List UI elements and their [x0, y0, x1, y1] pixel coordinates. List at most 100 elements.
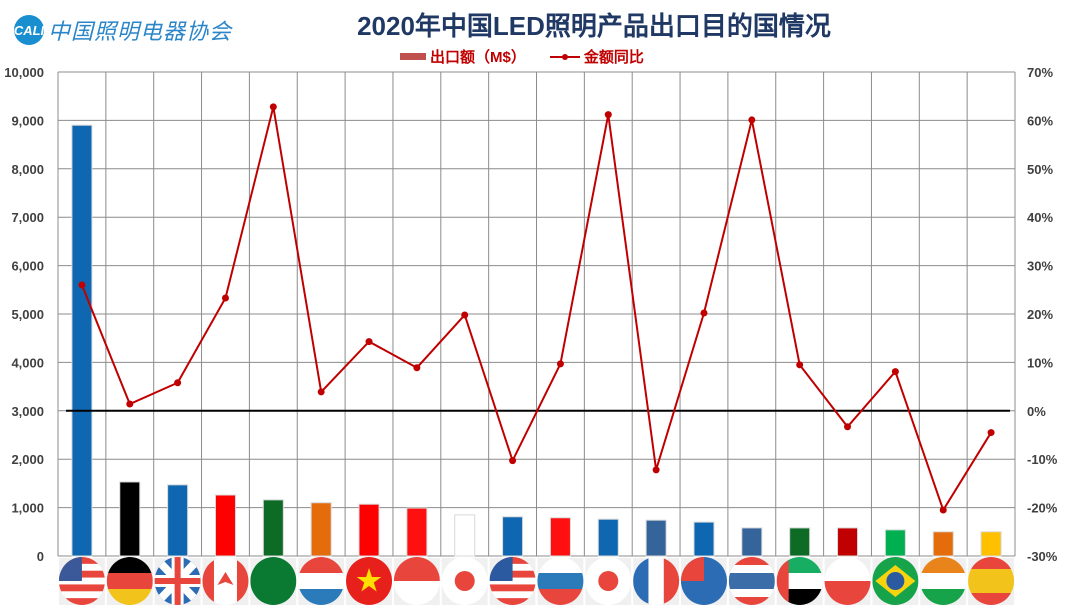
flag-part [728, 565, 775, 574]
bar [645, 519, 667, 557]
line-point [509, 457, 517, 465]
y-left-tick-label: 1,000 [11, 501, 44, 516]
bar [741, 527, 763, 557]
y-right-tick-label: -30% [1027, 549, 1058, 564]
flag-part [728, 581, 775, 590]
flag-part [58, 584, 105, 592]
flag-part [106, 573, 153, 590]
flag-part [489, 598, 536, 605]
bar [597, 518, 619, 557]
bar [502, 516, 524, 557]
y-right-tick-label: 40% [1027, 210, 1053, 225]
chart-title: 2020年中国LED照明产品出口目的国情况 [357, 11, 831, 41]
y-right-tick-label: 10% [1027, 355, 1053, 370]
flag-part [728, 597, 775, 605]
line-point [652, 466, 660, 474]
line-point [748, 116, 756, 124]
flag-part [489, 591, 536, 599]
y-left-tick-label: 8,000 [11, 162, 44, 177]
flag-canada-icon [202, 557, 249, 605]
bar [167, 484, 189, 557]
bar [693, 521, 715, 557]
legend-swatch-bar [400, 53, 426, 60]
legend-item-bar[interactable]: 出口额（M$） [400, 46, 526, 67]
y-right-tick-label: -10% [1027, 452, 1058, 467]
flag-part [537, 573, 584, 590]
y-right-tick-label: 60% [1027, 113, 1053, 128]
legend: 出口额（M$） 金额同比 [400, 46, 644, 67]
flag-part [489, 584, 536, 592]
bar [262, 499, 284, 557]
line-point [317, 388, 325, 396]
flag-part [648, 557, 665, 605]
legend-item-line[interactable]: 金额同比 [549, 46, 644, 67]
flag-spain-icon [968, 557, 1015, 605]
bar [119, 481, 141, 557]
flag-brazil-icon [872, 557, 919, 605]
bar [549, 517, 571, 557]
y-left-tick-label: 7,000 [11, 210, 44, 225]
flag-usa-icon [58, 557, 105, 605]
y-left-tick-label: 3,000 [11, 404, 44, 419]
line-point [844, 423, 852, 431]
flag-part [920, 573, 967, 590]
line-point [939, 506, 947, 514]
line-point [556, 360, 564, 368]
flag-part [217, 572, 234, 585]
legend-label: 金额同比 [583, 49, 644, 66]
flag-saudi-arabia-icon [250, 557, 297, 605]
flag-part [920, 557, 967, 574]
flag-part [728, 589, 775, 598]
flag-part [663, 557, 680, 605]
bar [71, 124, 93, 557]
y-right-tick-label: 0% [1027, 404, 1046, 419]
y-right-tick-label: 50% [1027, 162, 1053, 177]
flag-germany-icon [106, 557, 153, 605]
flag-netherlands-icon [298, 557, 345, 605]
flag-part [356, 568, 382, 592]
logo-badge: CALI [14, 15, 44, 45]
line-point [365, 338, 373, 346]
flag-part [298, 573, 345, 590]
flag-part [106, 557, 153, 574]
flag-india-icon [920, 557, 967, 605]
flag-part [454, 571, 475, 591]
bar [980, 531, 1002, 557]
flag-part [225, 557, 238, 605]
line-point [987, 429, 995, 437]
y-right-tick-label: -20% [1027, 501, 1058, 516]
flag-south-korea-icon [585, 557, 632, 605]
line-point [221, 294, 229, 302]
flag-part [298, 557, 345, 574]
line-point [174, 379, 182, 387]
series-line [80, 106, 992, 513]
y-left-tick-label: 6,000 [11, 259, 44, 274]
logo: CALI 中国照明电器协会 [14, 14, 232, 46]
flag-uk-icon [154, 557, 201, 605]
flag-part [489, 577, 536, 585]
flag-part [633, 557, 649, 605]
flag-part [886, 572, 905, 590]
y-right-tick-label: 20% [1027, 307, 1053, 322]
bar [884, 529, 906, 557]
y-left-tick-label: 2,000 [11, 452, 44, 467]
line-point [126, 400, 134, 408]
flag-part [537, 557, 584, 574]
y-left-tick-label: 4,000 [11, 355, 44, 370]
line-point [78, 281, 86, 289]
flag-uae-icon [776, 557, 823, 605]
flag-part [728, 557, 775, 566]
line-point [700, 309, 708, 317]
flag-vietnam-icon [346, 557, 393, 605]
flag-russia-icon [537, 557, 584, 605]
flag-poland-icon [824, 557, 871, 605]
flag-japan-icon [441, 557, 488, 605]
bar [214, 494, 236, 557]
line-point [269, 103, 277, 111]
flag-part [58, 591, 105, 599]
line-point [796, 361, 804, 369]
bar [932, 531, 954, 557]
flag-part [58, 577, 105, 585]
bar [310, 502, 332, 557]
